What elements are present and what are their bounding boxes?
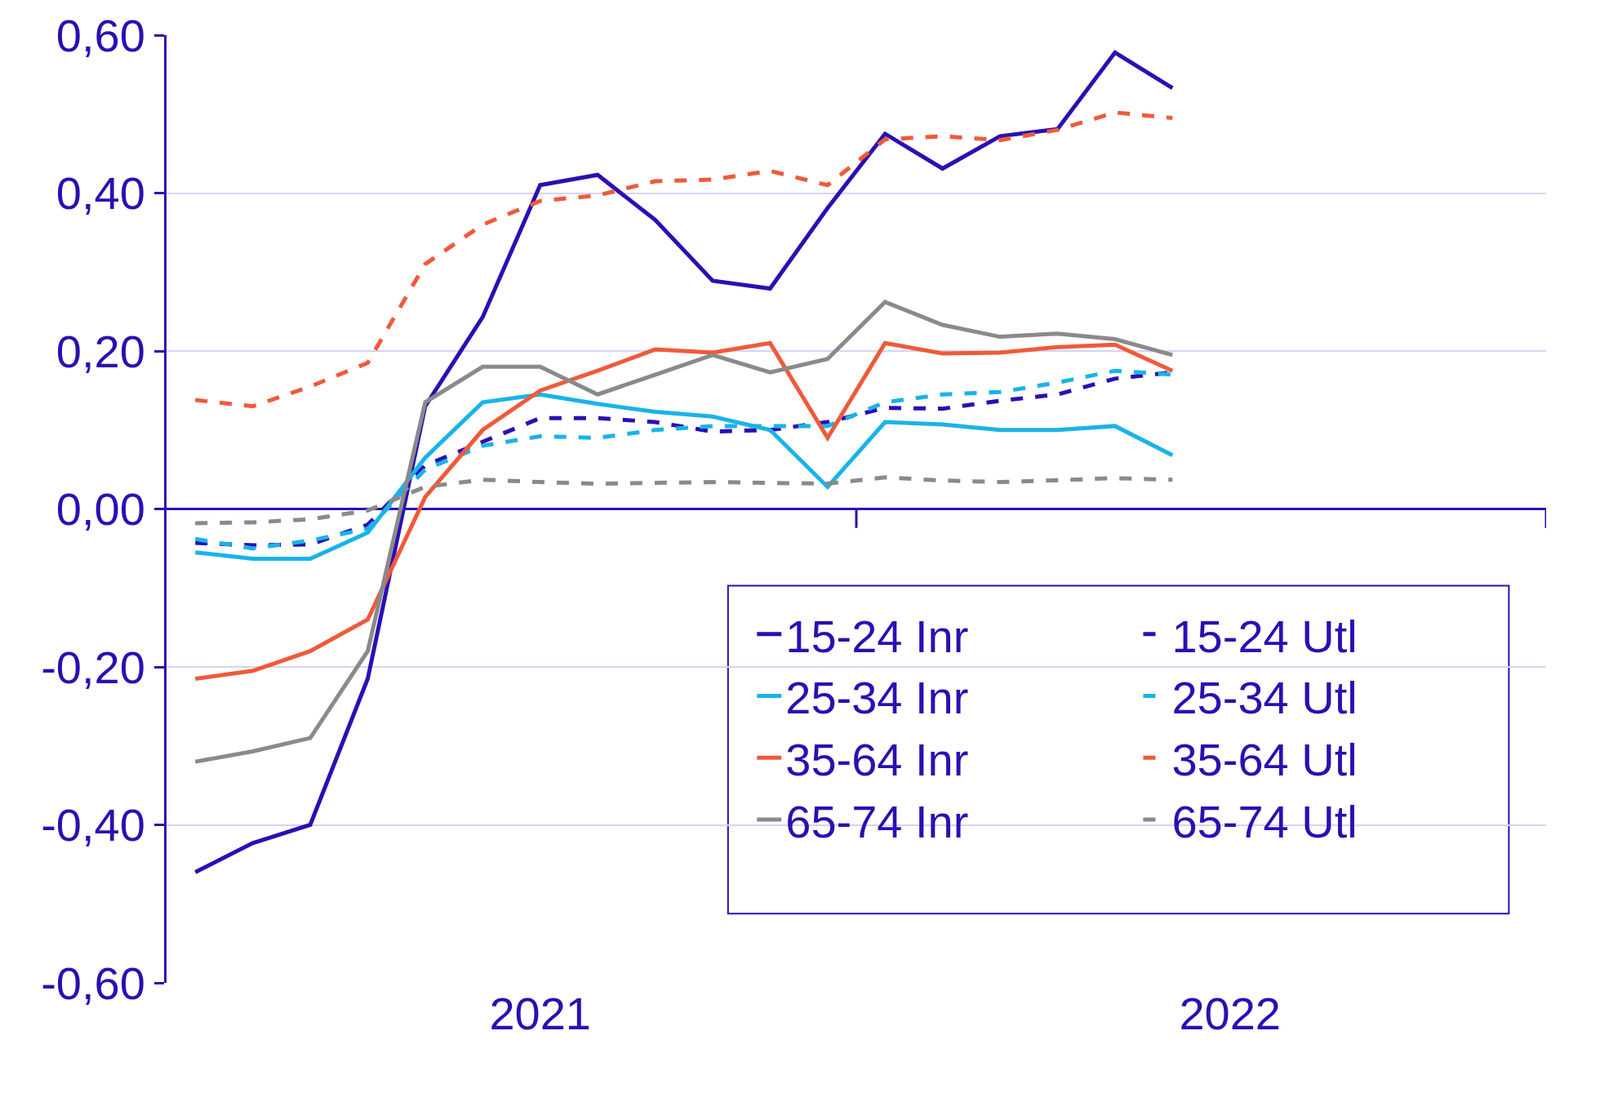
svg-text:2022: 2022 xyxy=(1178,987,1281,1040)
svg-text:0,20: 0,20 xyxy=(56,325,146,378)
svg-text:-0,40: -0,40 xyxy=(40,799,146,851)
svg-text:2021: 2021 xyxy=(488,987,592,1040)
svg-text:-0,60: -0,60 xyxy=(40,957,146,1009)
svg-text:0,60: 0,60 xyxy=(56,9,146,62)
svg-text:0,40: 0,40 xyxy=(56,167,146,219)
svg-text:0,00: 0,00 xyxy=(56,483,146,535)
svg-text:15-24 Utl: 15-24 Utl xyxy=(1171,610,1357,663)
svg-text:15-24 Inr: 15-24 Inr xyxy=(785,610,969,663)
svg-text:25-34 Inr: 25-34 Inr xyxy=(785,671,969,724)
svg-text:-0,20: -0,20 xyxy=(40,641,146,694)
svg-text:35-64 Utl: 35-64 Utl xyxy=(1171,733,1357,786)
svg-text:25-34 Utl: 25-34 Utl xyxy=(1171,671,1357,724)
svg-text:65-74 Utl: 65-74 Utl xyxy=(1171,795,1357,848)
svg-text:65-74 Inr: 65-74 Inr xyxy=(785,795,969,848)
svg-text:35-64 Inr: 35-64 Inr xyxy=(785,733,969,786)
